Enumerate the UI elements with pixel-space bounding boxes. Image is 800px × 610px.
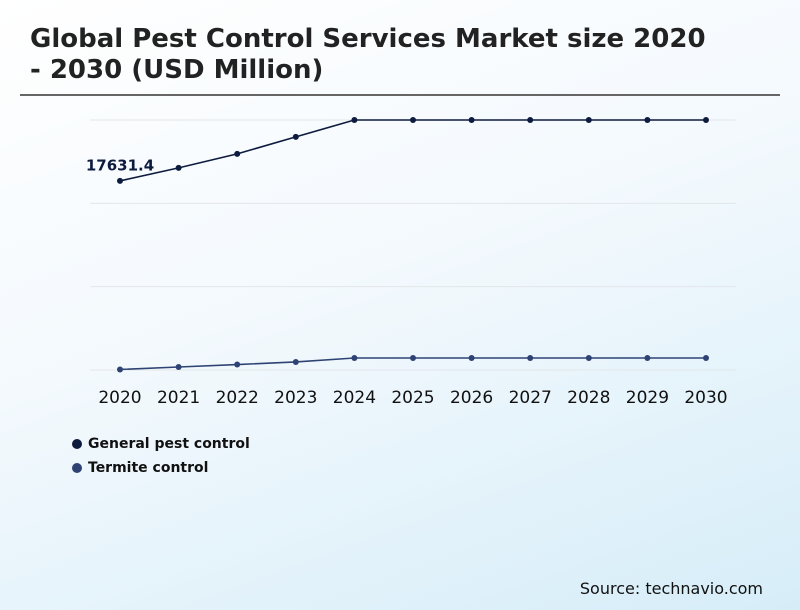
data-point xyxy=(527,354,534,361)
data-point xyxy=(644,117,651,123)
legend-label: Termite control xyxy=(88,460,208,476)
legend-label: General pest control xyxy=(88,436,250,452)
x-tick-label: 2030 xyxy=(684,388,727,408)
data-point xyxy=(585,354,592,361)
data-label: 17631.4 xyxy=(86,156,154,174)
x-tick-label: 2021 xyxy=(157,388,200,408)
data-point xyxy=(410,354,416,361)
x-tick-label: 2025 xyxy=(391,388,434,408)
data-point xyxy=(351,117,358,123)
data-point xyxy=(703,117,709,123)
data-point xyxy=(234,150,241,157)
x-tick-label: 2026 xyxy=(450,388,493,408)
data-point xyxy=(527,117,534,123)
legend-marker xyxy=(72,463,82,473)
x-tick-label: 2027 xyxy=(509,388,552,408)
legend-marker xyxy=(72,439,82,449)
data-point xyxy=(585,117,592,123)
data-point xyxy=(234,361,241,368)
data-point xyxy=(292,358,299,365)
data-point xyxy=(292,133,299,140)
data-point xyxy=(175,363,182,370)
x-tick-label: 2028 xyxy=(567,388,610,408)
data-point xyxy=(644,354,651,361)
source: Source: technavio.com xyxy=(579,579,763,598)
x-tick-label: 2024 xyxy=(333,388,376,408)
data-point xyxy=(117,366,123,373)
data-point xyxy=(175,164,182,171)
x-tick-label: 2029 xyxy=(626,388,669,408)
x-tick-label: 2020 xyxy=(98,388,141,408)
data-point xyxy=(468,117,475,123)
chart-title: Global Pest Control Services Market size… xyxy=(30,24,706,85)
data-point xyxy=(117,177,123,184)
data-point xyxy=(703,354,709,361)
data-point xyxy=(410,117,416,123)
x-tick-label: 2022 xyxy=(216,388,259,408)
data-point xyxy=(351,354,358,361)
title-rule xyxy=(20,94,780,96)
x-tick-label: 2023 xyxy=(274,388,317,408)
series-line xyxy=(119,119,706,182)
data-point xyxy=(468,354,475,361)
